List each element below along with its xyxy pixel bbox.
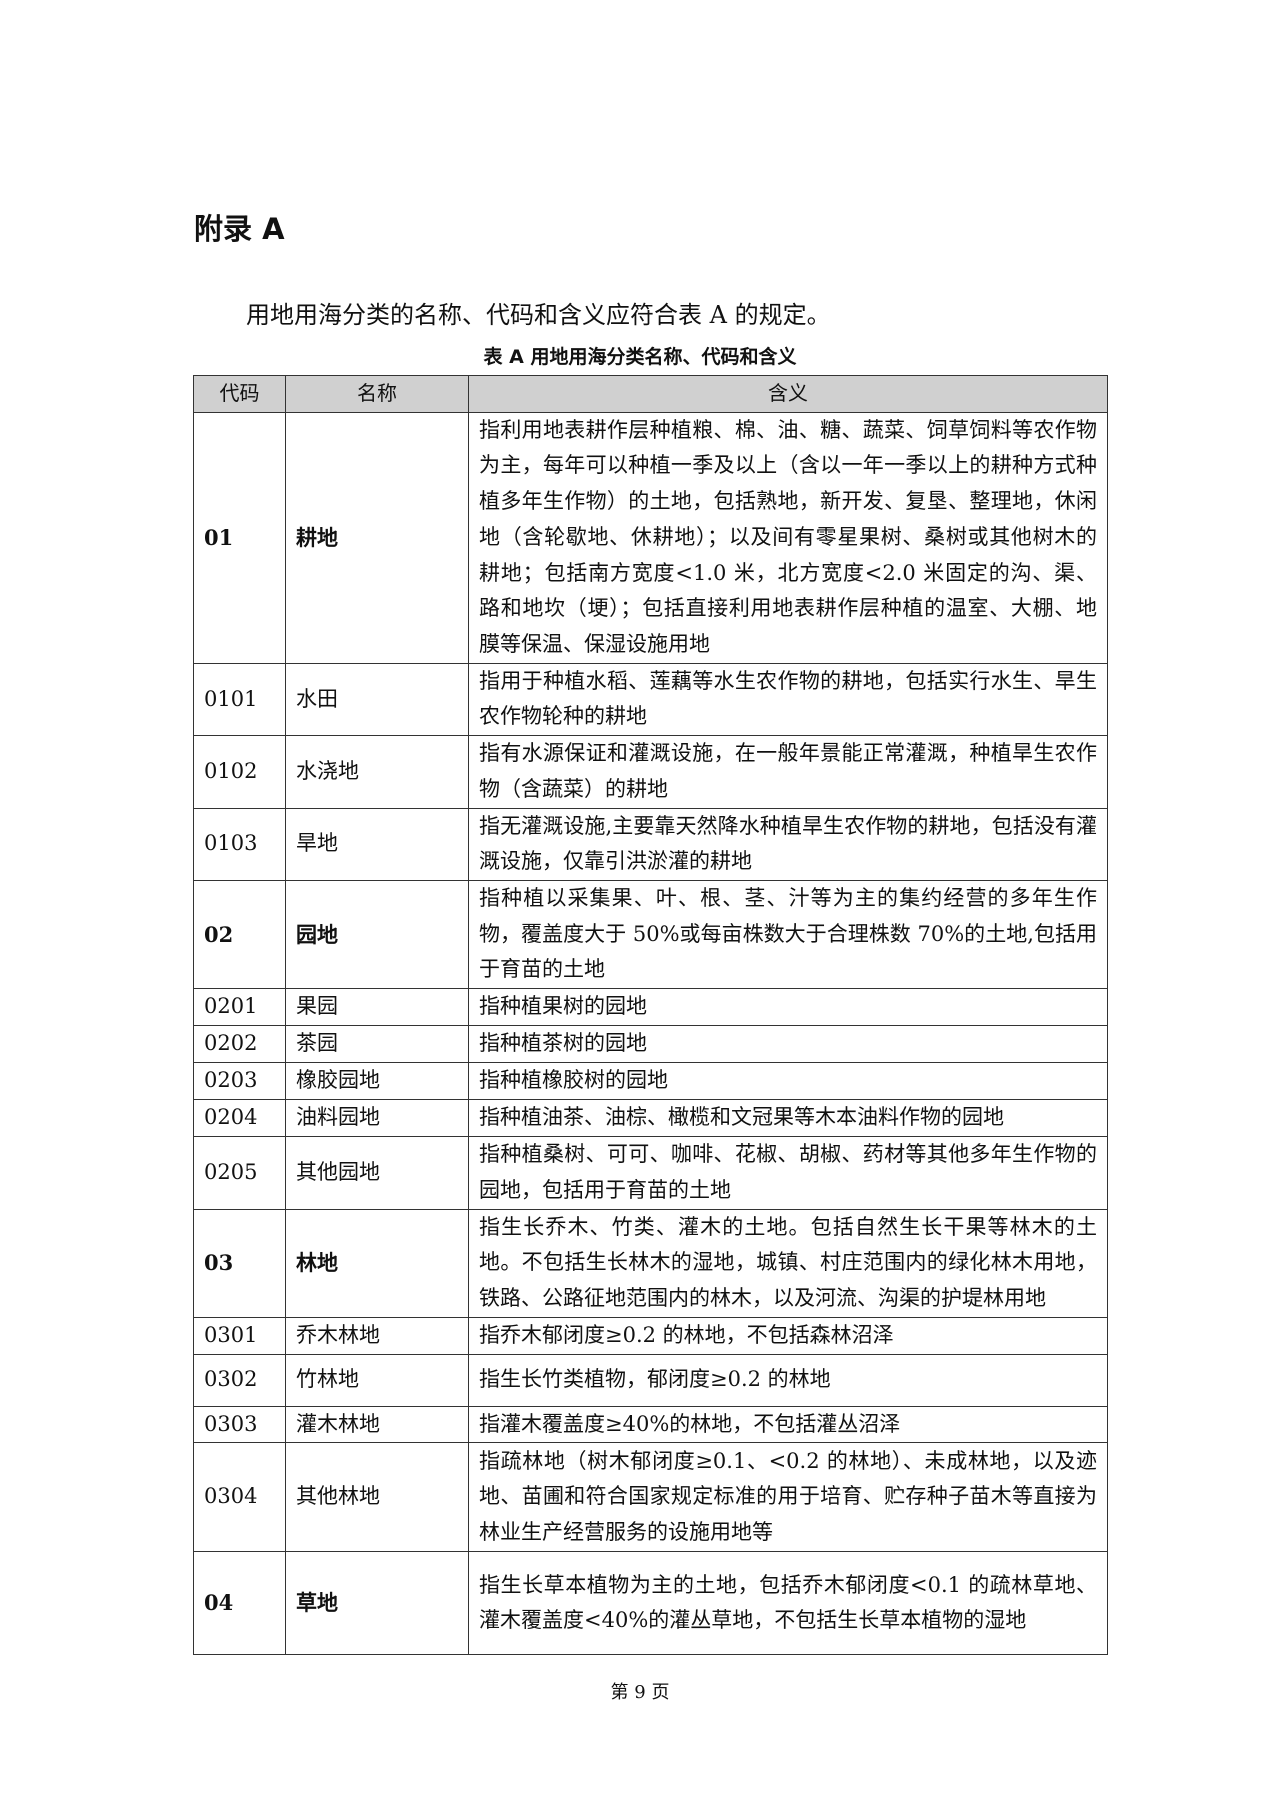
cell-code: 0205 — [193, 1135, 286, 1210]
cell-meaning: 指种植橡胶树的园地 — [468, 1062, 1108, 1100]
cell-meaning: 指疏林地（树木郁闭度≥0.1、<0.2 的林地）、未成林地，以及迹地、苗圃和符合… — [468, 1442, 1108, 1553]
cell-code: 0304 — [193, 1442, 286, 1553]
table-row: 0103 旱地 指无灌溉设施,主要靠天然降水种植旱生农作物的耕地，包括没有灌溉设施，… — [193, 807, 1108, 881]
cell-code: 04 — [193, 1551, 286, 1656]
cell-meaning: 指种植以采集果、叶、根、茎、汁等为主的集约经营的多年生作物，覆盖度大于 50%或… — [468, 879, 1108, 990]
cell-name: 水浇地 — [285, 735, 469, 809]
cell-code: 01 — [193, 411, 286, 664]
cell-name: 园地 — [285, 879, 469, 990]
cell-meaning: 指有水源保证和灌溉设施，在一般年景能正常灌溉，种植旱生农作物（含蔬菜）的耕地 — [468, 735, 1108, 809]
table-caption: 表 A 用地用海分类名称、代码和含义 — [483, 346, 797, 368]
cell-code: 0202 — [193, 1025, 286, 1064]
cell-code: 0203 — [193, 1062, 286, 1100]
cell-name: 茶园 — [285, 1025, 469, 1064]
table-header-row: 代码 名称 含义 — [193, 375, 1108, 413]
table-row: 0101 水田 指用于种植水稻、莲藕等水生农作物的耕地，包括实行水生、旱生农作物轮种… — [193, 662, 1108, 737]
table-row: 01 耕地 指利用地表耕作层种植粮、棉、油、糖、蔬菜、饲草饲料等农作物为主，每年可以… — [193, 411, 1108, 664]
cell-code: 0303 — [193, 1405, 286, 1444]
cell-name: 林地 — [285, 1208, 469, 1318]
table-row: 0203 橡胶园地 指种植橡胶树的园地 — [193, 1062, 1108, 1100]
cell-name: 水田 — [285, 662, 469, 737]
cell-code: 0302 — [193, 1353, 286, 1407]
cell-meaning: 指乔木郁闭度≥0.2 的林地，不包括森林沼泽 — [468, 1316, 1108, 1355]
cell-meaning: 指生长草本植物为主的土地，包括乔木郁闭度<0.1 的疏林草地、灌木覆盖度<40%… — [468, 1551, 1108, 1656]
cell-code: 0204 — [193, 1098, 286, 1137]
cell-code: 0201 — [193, 988, 286, 1027]
cell-code: 0103 — [193, 807, 286, 881]
land-classification-table: 代码 名称 含义 01 耕地 指利用地表耕作层种植粮、棉、油、糖、蔬菜、饲草饲料等农… — [193, 375, 1108, 1656]
table-row: 0102 水浇地 指有水源保证和灌溉设施，在一般年景能正常灌溉，种植旱生农作物（含蔬… — [193, 735, 1108, 809]
header-code: 代码 — [193, 375, 286, 413]
cell-meaning: 指种植茶树的园地 — [468, 1025, 1108, 1064]
cell-name: 果园 — [285, 988, 469, 1027]
cell-meaning: 指种植桑树、可可、咖啡、花椒、胡椒、药材等其他多年生作物的园地，包括用于育苗的土… — [468, 1135, 1108, 1210]
table-row: 02 园地 指种植以采集果、叶、根、茎、汁等为主的集约经营的多年生作物，覆盖度大于 … — [193, 879, 1108, 990]
cell-meaning: 指无灌溉设施,主要靠天然降水种植旱生农作物的耕地，包括没有灌溉设施，仅靠引洪淤灌… — [468, 807, 1108, 881]
cell-meaning: 指种植果树的园地 — [468, 988, 1108, 1027]
cell-meaning: 指种植油茶、油棕、橄榄和文冠果等木本油料作物的园地 — [468, 1098, 1108, 1137]
table-row: 0204 油料园地 指种植油茶、油棕、橄榄和文冠果等木本油料作物的园地 — [193, 1098, 1108, 1137]
cell-code: 0101 — [193, 662, 286, 737]
cell-name: 耕地 — [285, 411, 469, 664]
cell-name: 灌木林地 — [285, 1405, 469, 1444]
appendix-heading: 附录 A — [194, 212, 285, 246]
cell-name: 橡胶园地 — [285, 1062, 469, 1100]
intro-paragraph: 用地用海分类的名称、代码和含义应符合表 A 的规定。 — [246, 301, 831, 329]
cell-code: 0301 — [193, 1316, 286, 1355]
cell-name: 油料园地 — [285, 1098, 469, 1137]
table-row: 0302 竹林地 指生长竹类植物，郁闭度≥0.2 的林地 — [193, 1353, 1108, 1407]
cell-meaning: 指生长竹类植物，郁闭度≥0.2 的林地 — [468, 1353, 1108, 1407]
header-name: 名称 — [285, 375, 469, 413]
cell-name: 竹林地 — [285, 1353, 469, 1407]
table-row: 0301 乔木林地 指乔木郁闭度≥0.2 的林地，不包括森林沼泽 — [193, 1316, 1108, 1355]
cell-code: 03 — [193, 1208, 286, 1318]
cell-code: 0102 — [193, 735, 286, 809]
table-row: 0303 灌木林地 指灌木覆盖度≥40%的林地，不包括灌丛沼泽 — [193, 1405, 1108, 1444]
cell-name: 旱地 — [285, 807, 469, 881]
cell-meaning: 指用于种植水稻、莲藕等水生农作物的耕地，包括实行水生、旱生农作物轮种的耕地 — [468, 662, 1108, 737]
table-row: 04 草地 指生长草本植物为主的土地，包括乔木郁闭度<0.1 的疏林草地、灌木覆盖度… — [193, 1551, 1108, 1656]
table-row: 0202 茶园 指种植茶树的园地 — [193, 1025, 1108, 1064]
table-row: 03 林地 指生长乔木、竹类、灌木的土地。包括自然生长干果等林木的土地。不包括生长林… — [193, 1208, 1108, 1318]
cell-meaning: 指利用地表耕作层种植粮、棉、油、糖、蔬菜、饲草饲料等农作物为主，每年可以种植一季… — [468, 411, 1108, 664]
cell-name: 其他园地 — [285, 1135, 469, 1210]
cell-meaning: 指灌木覆盖度≥40%的林地，不包括灌丛沼泽 — [468, 1405, 1108, 1444]
table-row: 0304 其他林地 指疏林地（树木郁闭度≥0.1、<0.2 的林地）、未成林地，以及… — [193, 1442, 1108, 1553]
page-number: 第 9 页 — [610, 1682, 670, 1703]
header-meaning: 含义 — [468, 375, 1108, 413]
cell-meaning: 指生长乔木、竹类、灌木的土地。包括自然生长干果等林木的土地。不包括生长林木的湿地… — [468, 1208, 1108, 1318]
cell-name: 乔木林地 — [285, 1316, 469, 1355]
cell-code: 02 — [193, 879, 286, 990]
cell-name: 草地 — [285, 1551, 469, 1656]
table-row: 0201 果园 指种植果树的园地 — [193, 988, 1108, 1027]
table-row: 0205 其他园地 指种植桑树、可可、咖啡、花椒、胡椒、药材等其他多年生作物的园地，… — [193, 1135, 1108, 1210]
cell-name: 其他林地 — [285, 1442, 469, 1553]
